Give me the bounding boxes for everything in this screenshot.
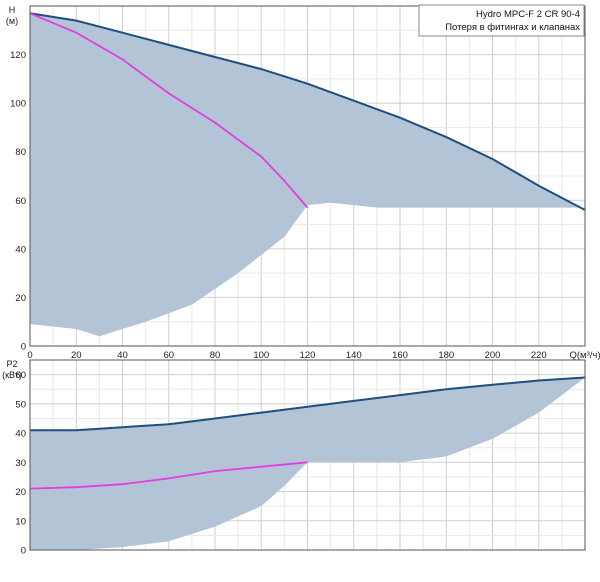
legend-subtitle: Потеря в фитингах и клапанах — [445, 22, 580, 33]
legend-box: Hydro MPC-F 2 CR 90-4 Потеря в фитингах … — [418, 4, 585, 37]
y-tick-label: 30 — [15, 458, 26, 469]
legend-title: Hydro MPC-F 2 CR 90-4 — [476, 9, 580, 20]
y-tick-label: 10 — [15, 516, 26, 527]
x-tick-label: 80 — [210, 350, 221, 361]
x-axis-label: Q(м³/ч) — [569, 350, 600, 361]
x-tick-label: 100 — [253, 350, 269, 361]
x-tick-label: 40 — [117, 350, 128, 361]
y-tick-label: 50 — [15, 399, 26, 410]
y-tick-label: 40 — [15, 429, 26, 440]
y-tick-label: 60 — [15, 196, 26, 207]
y-axis-unit: (кВт) — [2, 370, 22, 380]
y-axis-label: P2 — [6, 359, 17, 369]
y-tick-label: 20 — [15, 293, 26, 304]
y-tick-label: 40 — [15, 244, 26, 255]
y-tick-label: 20 — [15, 487, 26, 498]
x-tick-label: 160 — [392, 350, 408, 361]
plot-frame — [29, 5, 586, 347]
x-tick-label: 180 — [438, 350, 454, 361]
y-tick-label: 0 — [21, 546, 26, 557]
series-line-losses-curve — [29, 461, 308, 490]
y-axis-unit: (м) — [6, 16, 18, 26]
x-tick-label: 140 — [346, 350, 362, 361]
series-line-losses-curve — [29, 12, 309, 209]
series-line-max-curve — [30, 376, 586, 432]
y-tick-label: 120 — [10, 50, 26, 61]
head-chart: 0 20 40 60 80 100 120 H(м) 0 20 40 60 80 100 120 140 160… — [6, 5, 600, 361]
x-tick-label: 220 — [531, 350, 547, 361]
plot-frame — [29, 359, 586, 551]
legend-frame — [418, 4, 585, 37]
y-axis-label: H — [9, 5, 16, 15]
x-tick-label: 60 — [163, 350, 174, 361]
y-tick-label: 100 — [10, 99, 26, 110]
x-tick-label: 120 — [300, 350, 316, 361]
y-tick-label: 80 — [15, 147, 26, 158]
operating-area — [30, 377, 585, 550]
x-tick-label: 200 — [485, 350, 501, 361]
x-tick-label: 20 — [71, 350, 82, 361]
series-line-max-curve — [29, 12, 586, 211]
y-tick-label: 0 — [21, 342, 26, 353]
y-tick-label: 60 — [15, 370, 26, 381]
x-tick-label: 0 — [27, 350, 32, 361]
